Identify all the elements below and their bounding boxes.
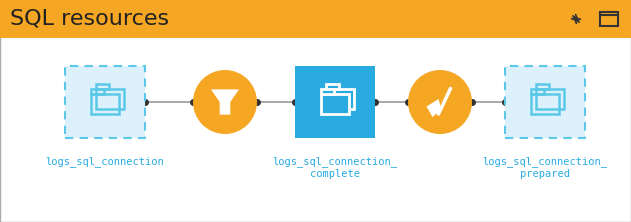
FancyBboxPatch shape bbox=[65, 66, 145, 138]
Text: logs_sql_connection_
complete: logs_sql_connection_ complete bbox=[273, 156, 398, 178]
FancyBboxPatch shape bbox=[326, 89, 354, 109]
FancyBboxPatch shape bbox=[505, 66, 585, 138]
Text: SQL resources: SQL resources bbox=[10, 9, 169, 29]
Text: logs_sql_connection: logs_sql_connection bbox=[45, 156, 164, 167]
Polygon shape bbox=[211, 89, 239, 115]
FancyBboxPatch shape bbox=[0, 0, 631, 38]
FancyBboxPatch shape bbox=[295, 66, 375, 138]
Text: logs_sql_connection_
prepared: logs_sql_connection_ prepared bbox=[483, 156, 608, 178]
Circle shape bbox=[408, 70, 472, 134]
Polygon shape bbox=[427, 99, 442, 117]
FancyBboxPatch shape bbox=[321, 89, 334, 95]
Circle shape bbox=[193, 70, 257, 134]
FancyBboxPatch shape bbox=[321, 95, 349, 115]
FancyBboxPatch shape bbox=[326, 85, 339, 89]
